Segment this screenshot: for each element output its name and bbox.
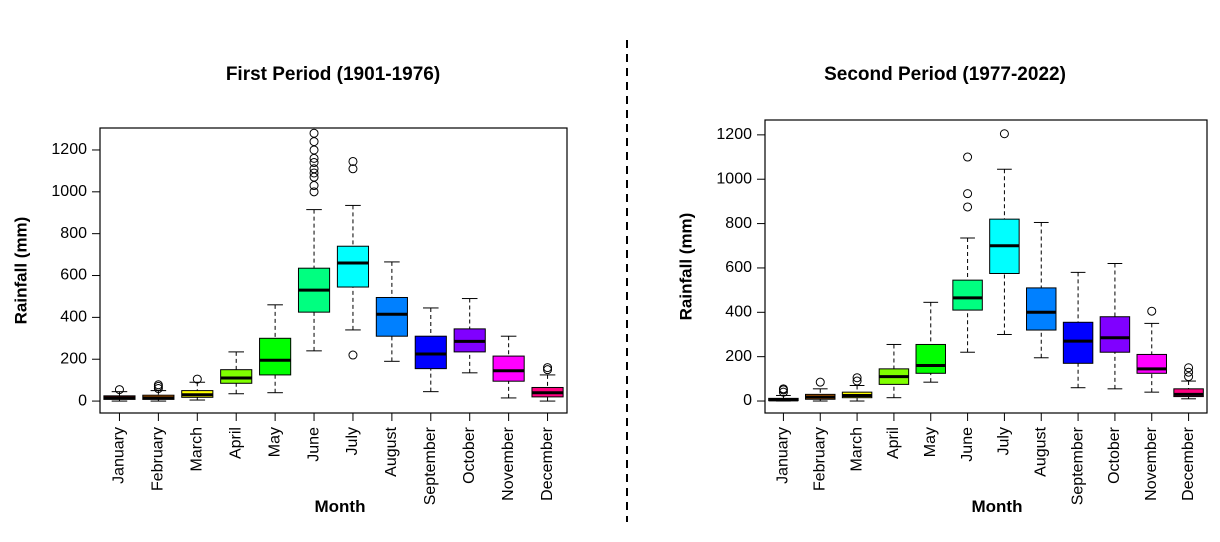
x-tick-label: March	[848, 427, 865, 471]
y-tick-label: 800	[725, 215, 752, 232]
x-tick-label: May	[922, 427, 939, 457]
x-tick-label: February	[150, 427, 167, 491]
outlier	[309, 158, 319, 168]
y-tick-label: 1200	[51, 141, 87, 158]
outlier	[348, 350, 358, 360]
y-tick-label: 1200	[716, 126, 752, 143]
x-tick-label: June	[959, 427, 976, 462]
y-tick-label: 0	[743, 392, 752, 409]
box	[492, 355, 525, 382]
x-tick-label: April	[227, 427, 244, 459]
outlier	[309, 168, 319, 178]
x-tick-label: July	[996, 427, 1013, 455]
x-tick-label: November	[500, 426, 517, 500]
outlier	[963, 189, 973, 199]
outlier	[999, 129, 1009, 139]
outlier	[309, 128, 319, 138]
outlier	[309, 164, 319, 174]
x-tick-label: October	[461, 426, 478, 484]
y-tick-label: 800	[60, 225, 87, 242]
box	[915, 343, 946, 374]
outlier	[153, 380, 163, 390]
outlier	[348, 164, 358, 174]
outlier	[852, 373, 862, 383]
outlier	[153, 384, 163, 394]
box	[1099, 316, 1131, 353]
box	[1026, 287, 1057, 331]
x-tick-label: September	[1069, 426, 1086, 505]
box	[336, 245, 370, 288]
outlier	[963, 152, 973, 162]
box	[375, 296, 408, 337]
y-tick-label: 600	[60, 267, 87, 284]
outlier	[543, 365, 553, 375]
y-tick-label: 1000	[716, 170, 752, 187]
plot-frame	[99, 127, 568, 414]
box	[952, 279, 983, 311]
y-tick-label: 200	[60, 350, 87, 367]
outlier	[1184, 372, 1194, 382]
x-tick-label: May	[266, 427, 283, 457]
outlier	[309, 145, 319, 155]
y-tick-label: 200	[725, 348, 752, 365]
x-tick-label: September	[422, 426, 439, 505]
y-tick-label: 400	[60, 309, 87, 326]
outlier	[1184, 363, 1194, 373]
y-axis-label: Rainfall (mm)	[11, 217, 30, 325]
y-tick-label: 1000	[51, 183, 87, 200]
box	[259, 337, 292, 376]
outlier	[192, 374, 202, 384]
x-tick-label: August	[1032, 426, 1049, 476]
x-axis-label: Month	[315, 497, 366, 516]
outlier	[852, 376, 862, 386]
x-tick-label: November	[1143, 426, 1160, 500]
x-tick-label: March	[189, 427, 206, 471]
x-tick-label: August	[383, 426, 400, 476]
x-tick-label: June	[305, 427, 322, 462]
y-tick-label: 0	[78, 392, 87, 409]
plot-frame	[764, 119, 1208, 414]
outlier	[543, 363, 553, 373]
x-tick-label: December	[539, 426, 556, 500]
y-tick-label: 400	[725, 304, 752, 321]
outlier	[1147, 306, 1157, 316]
box	[1136, 353, 1167, 374]
x-tick-label: February	[811, 427, 828, 491]
chart-title: Second Period (1977-2022)	[824, 64, 1066, 85]
box	[220, 369, 253, 384]
outlier	[1184, 367, 1194, 377]
outlier	[963, 202, 973, 212]
outlier	[114, 385, 124, 395]
outlier	[309, 181, 319, 191]
x-tick-label: April	[885, 427, 902, 459]
box	[414, 335, 447, 370]
y-axis-label: Rainfall (mm)	[676, 213, 695, 321]
x-tick-label: December	[1180, 426, 1197, 500]
x-tick-label: January	[111, 427, 128, 484]
x-axis-label: Month	[972, 497, 1023, 516]
outlier	[778, 384, 788, 394]
x-tick-label: July	[344, 427, 361, 455]
outlier	[348, 156, 358, 166]
x-tick-label: January	[775, 427, 792, 484]
outlier	[778, 387, 788, 397]
box	[1062, 321, 1094, 364]
outlier	[309, 187, 319, 197]
outlier	[309, 137, 319, 147]
box	[1173, 388, 1204, 398]
chart-title: First Period (1901-1976)	[226, 64, 440, 85]
x-tick-label: October	[1106, 426, 1123, 484]
outlier	[815, 377, 825, 387]
y-tick-label: 600	[725, 259, 752, 276]
